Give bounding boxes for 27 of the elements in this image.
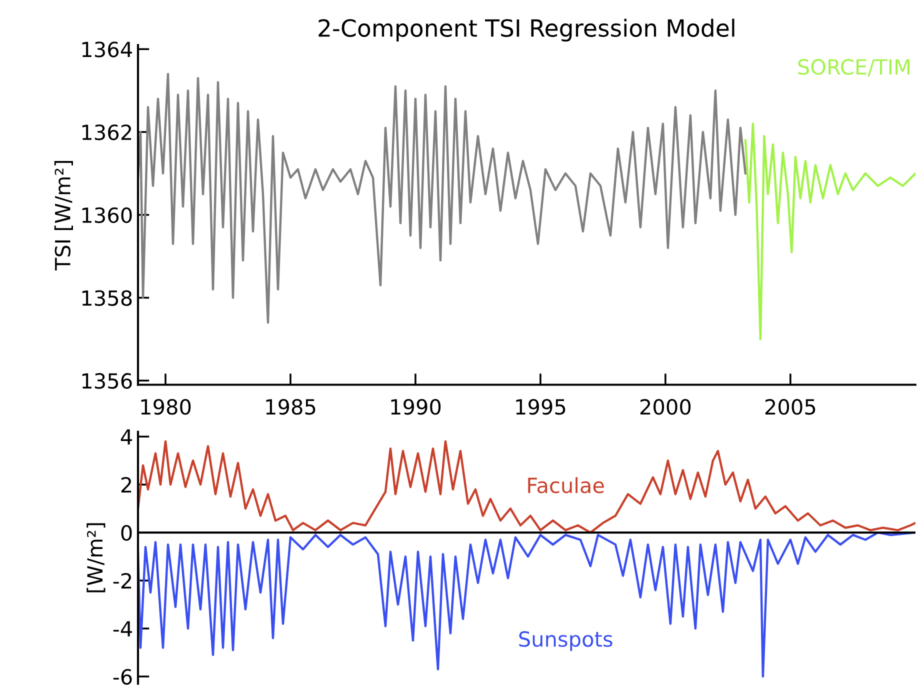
- y-tick-label: -4: [113, 621, 132, 636]
- text: SORCE/TIM: [798, 59, 910, 76]
- line-series: [138, 72, 747, 324]
- y-tick-label: 0: [121, 525, 132, 541]
- series-label: Faculae: [528, 477, 604, 494]
- x-tick-label: 1980: [141, 399, 191, 415]
- y-tick-label: 1362: [82, 124, 132, 140]
- y-tick-label: 1364: [82, 42, 132, 58]
- y-tick-label: -2: [113, 572, 132, 588]
- line-series: [138, 440, 916, 534]
- y-axis-title: [W/m²]: [86, 523, 106, 592]
- y-tick-label: 1356: [82, 373, 132, 389]
- y-tick-label: 4: [120, 429, 132, 445]
- y-axis-title: TSI [W/m²]: [54, 161, 73, 271]
- x-tick-label: 1995: [516, 399, 566, 415]
- text: Sunspots: [519, 631, 612, 651]
- y-tick-label: 1360: [82, 207, 132, 224]
- y-tick-label: -6: [113, 668, 132, 685]
- line-series: [744, 122, 916, 340]
- x-tick-label: 1985: [266, 399, 316, 415]
- chart-title: 2-Component TSI Regression Model: [318, 18, 734, 42]
- x-tick-label: 2000: [640, 399, 691, 415]
- y-tick-label: 1358: [82, 290, 132, 306]
- x-tick-label: 1990: [391, 399, 441, 415]
- line-series: [138, 531, 916, 678]
- y-tick-label: 2: [121, 477, 132, 492]
- x-tick-label: 2005: [765, 399, 816, 415]
